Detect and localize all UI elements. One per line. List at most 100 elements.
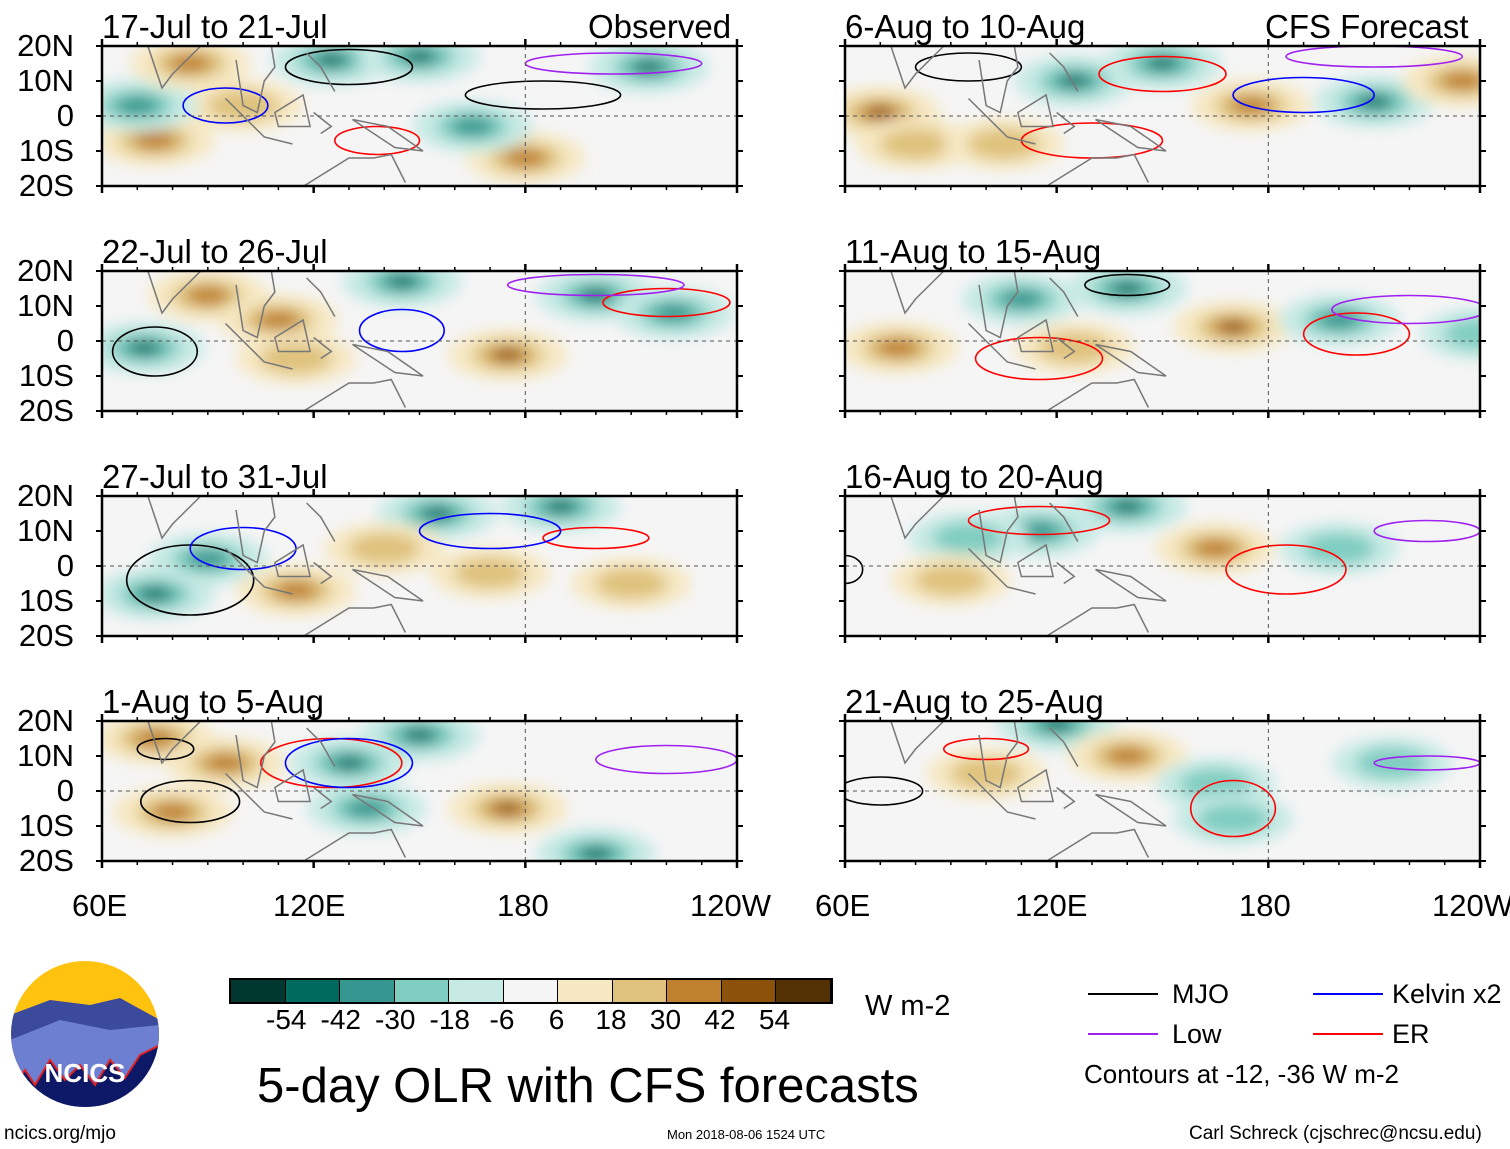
olr-map-panel [96,714,743,868]
coastline [147,721,424,861]
kelvin-contour [418,512,562,550]
olr-anomaly [1038,332,1111,364]
low-contour [506,273,685,297]
colorbar-units: W m-2 [865,990,951,1022]
olr-anomaly [1115,501,1140,512]
lat-label: 10N [17,63,74,98]
colorbar-label: 42 [704,1004,736,1035]
olr-anomaly [186,549,229,569]
olr-anomaly [425,508,450,519]
mjo-contour [914,52,1023,82]
mjo-contour [845,776,924,806]
coastline [890,271,1167,411]
er-line-icon [1313,1033,1383,1035]
olr-anomaly [151,802,194,822]
olr-map-panel [839,714,1486,868]
olr-anomaly [142,588,167,600]
legend-mjo: MJO [1172,979,1229,1009]
mjo-contour [1084,273,1171,297]
olr-anomaly [451,117,494,136]
olr-anomaly [1362,96,1387,108]
olr-anomaly [407,51,432,62]
lat-label: 20S [18,618,74,653]
olr-anomaly [133,131,176,150]
lat-label: 10S [18,133,74,168]
olr-anomaly [1197,803,1270,835]
olr-anomaly [652,303,695,323]
olr-anomaly [257,310,300,330]
colorbar-label: -30 [375,1004,416,1035]
olr-anomaly [950,757,1023,790]
olr-map-panel [839,39,1486,193]
lat-label: 20S [18,168,74,203]
er-contour [1189,779,1277,838]
olr-anomaly [132,342,157,354]
kelvin-contour [358,308,445,353]
olr-anomaly [345,799,388,818]
colorbar-label: 30 [649,1004,682,1035]
olr-anomaly [1179,768,1252,800]
lat-label: 20N [17,253,74,288]
olr-map-panel [96,264,743,418]
er-contour [259,737,403,789]
lon-label: 180 [497,888,549,923]
colorbar-label: 18 [595,1004,627,1035]
olr-anomaly [407,729,432,741]
colorbar-swatch [721,980,776,1002]
lat-label: 10N [17,513,74,548]
olr-anomaly [348,532,421,565]
ncics-logo: NCICS [11,961,159,1107]
coastline [890,46,1167,186]
olr-anomaly [967,128,1040,160]
lat-label: 0 [56,323,74,358]
colorbar-swatch [285,980,340,1002]
footer-url[interactable]: ncics.org/mjo [4,1123,116,1144]
olr-anomaly [548,501,573,512]
olr-anomaly [169,54,212,73]
kelvin-contour [284,737,414,789]
olr-anomaly [1062,75,1087,87]
olr-anomaly [319,54,344,66]
kelvin-line-icon [1313,993,1383,995]
panel-title: 16-Aug to 20-Aug [845,458,1104,495]
panel-title: 6-Aug to 10-Aug [845,8,1086,45]
olr-anomaly [389,276,414,287]
er-contour [1225,544,1347,595]
mjo-line-icon [1088,993,1158,995]
lat-label: 0 [56,773,74,808]
olr-anomaly [186,286,229,305]
coastline [890,721,1167,861]
lon-label: 120W [690,888,771,923]
er-contour [1302,312,1411,356]
kelvin-contour [1232,76,1375,114]
olr-anomaly [1044,721,1069,730]
olr-anomaly [1000,289,1043,309]
olr-map-panel [839,264,1486,418]
low-contour [1285,46,1464,68]
olr-anomaly [116,96,159,115]
low-contour [1331,294,1480,325]
olr-anomaly [595,567,668,600]
olr-anomaly [1115,283,1140,294]
colorbar-swatch [558,980,613,1002]
legend-low: Low [1172,1019,1222,1049]
er-contour [542,526,650,550]
olr-anomaly [1441,71,1480,91]
olr-map-panel [96,39,743,193]
coastline [147,271,424,411]
legend-er: ER [1392,1019,1430,1049]
er-contour [1098,55,1227,93]
coastline [147,46,424,186]
footer-timestamp: Mon 2018-08-06 1524 UTC [667,1127,826,1142]
low-contour [595,744,737,775]
colorbar-swatch [449,980,504,1002]
mjo-contour [284,48,414,86]
olr-anomaly [495,803,520,814]
er-contour [974,336,1104,381]
lon-label: 120E [273,888,346,923]
mjo-contour [111,326,199,377]
olr-anomaly [1302,532,1375,565]
lat-label: 10N [17,288,74,323]
lat-label: 20S [18,843,74,878]
olr-anomaly [1018,521,1061,541]
